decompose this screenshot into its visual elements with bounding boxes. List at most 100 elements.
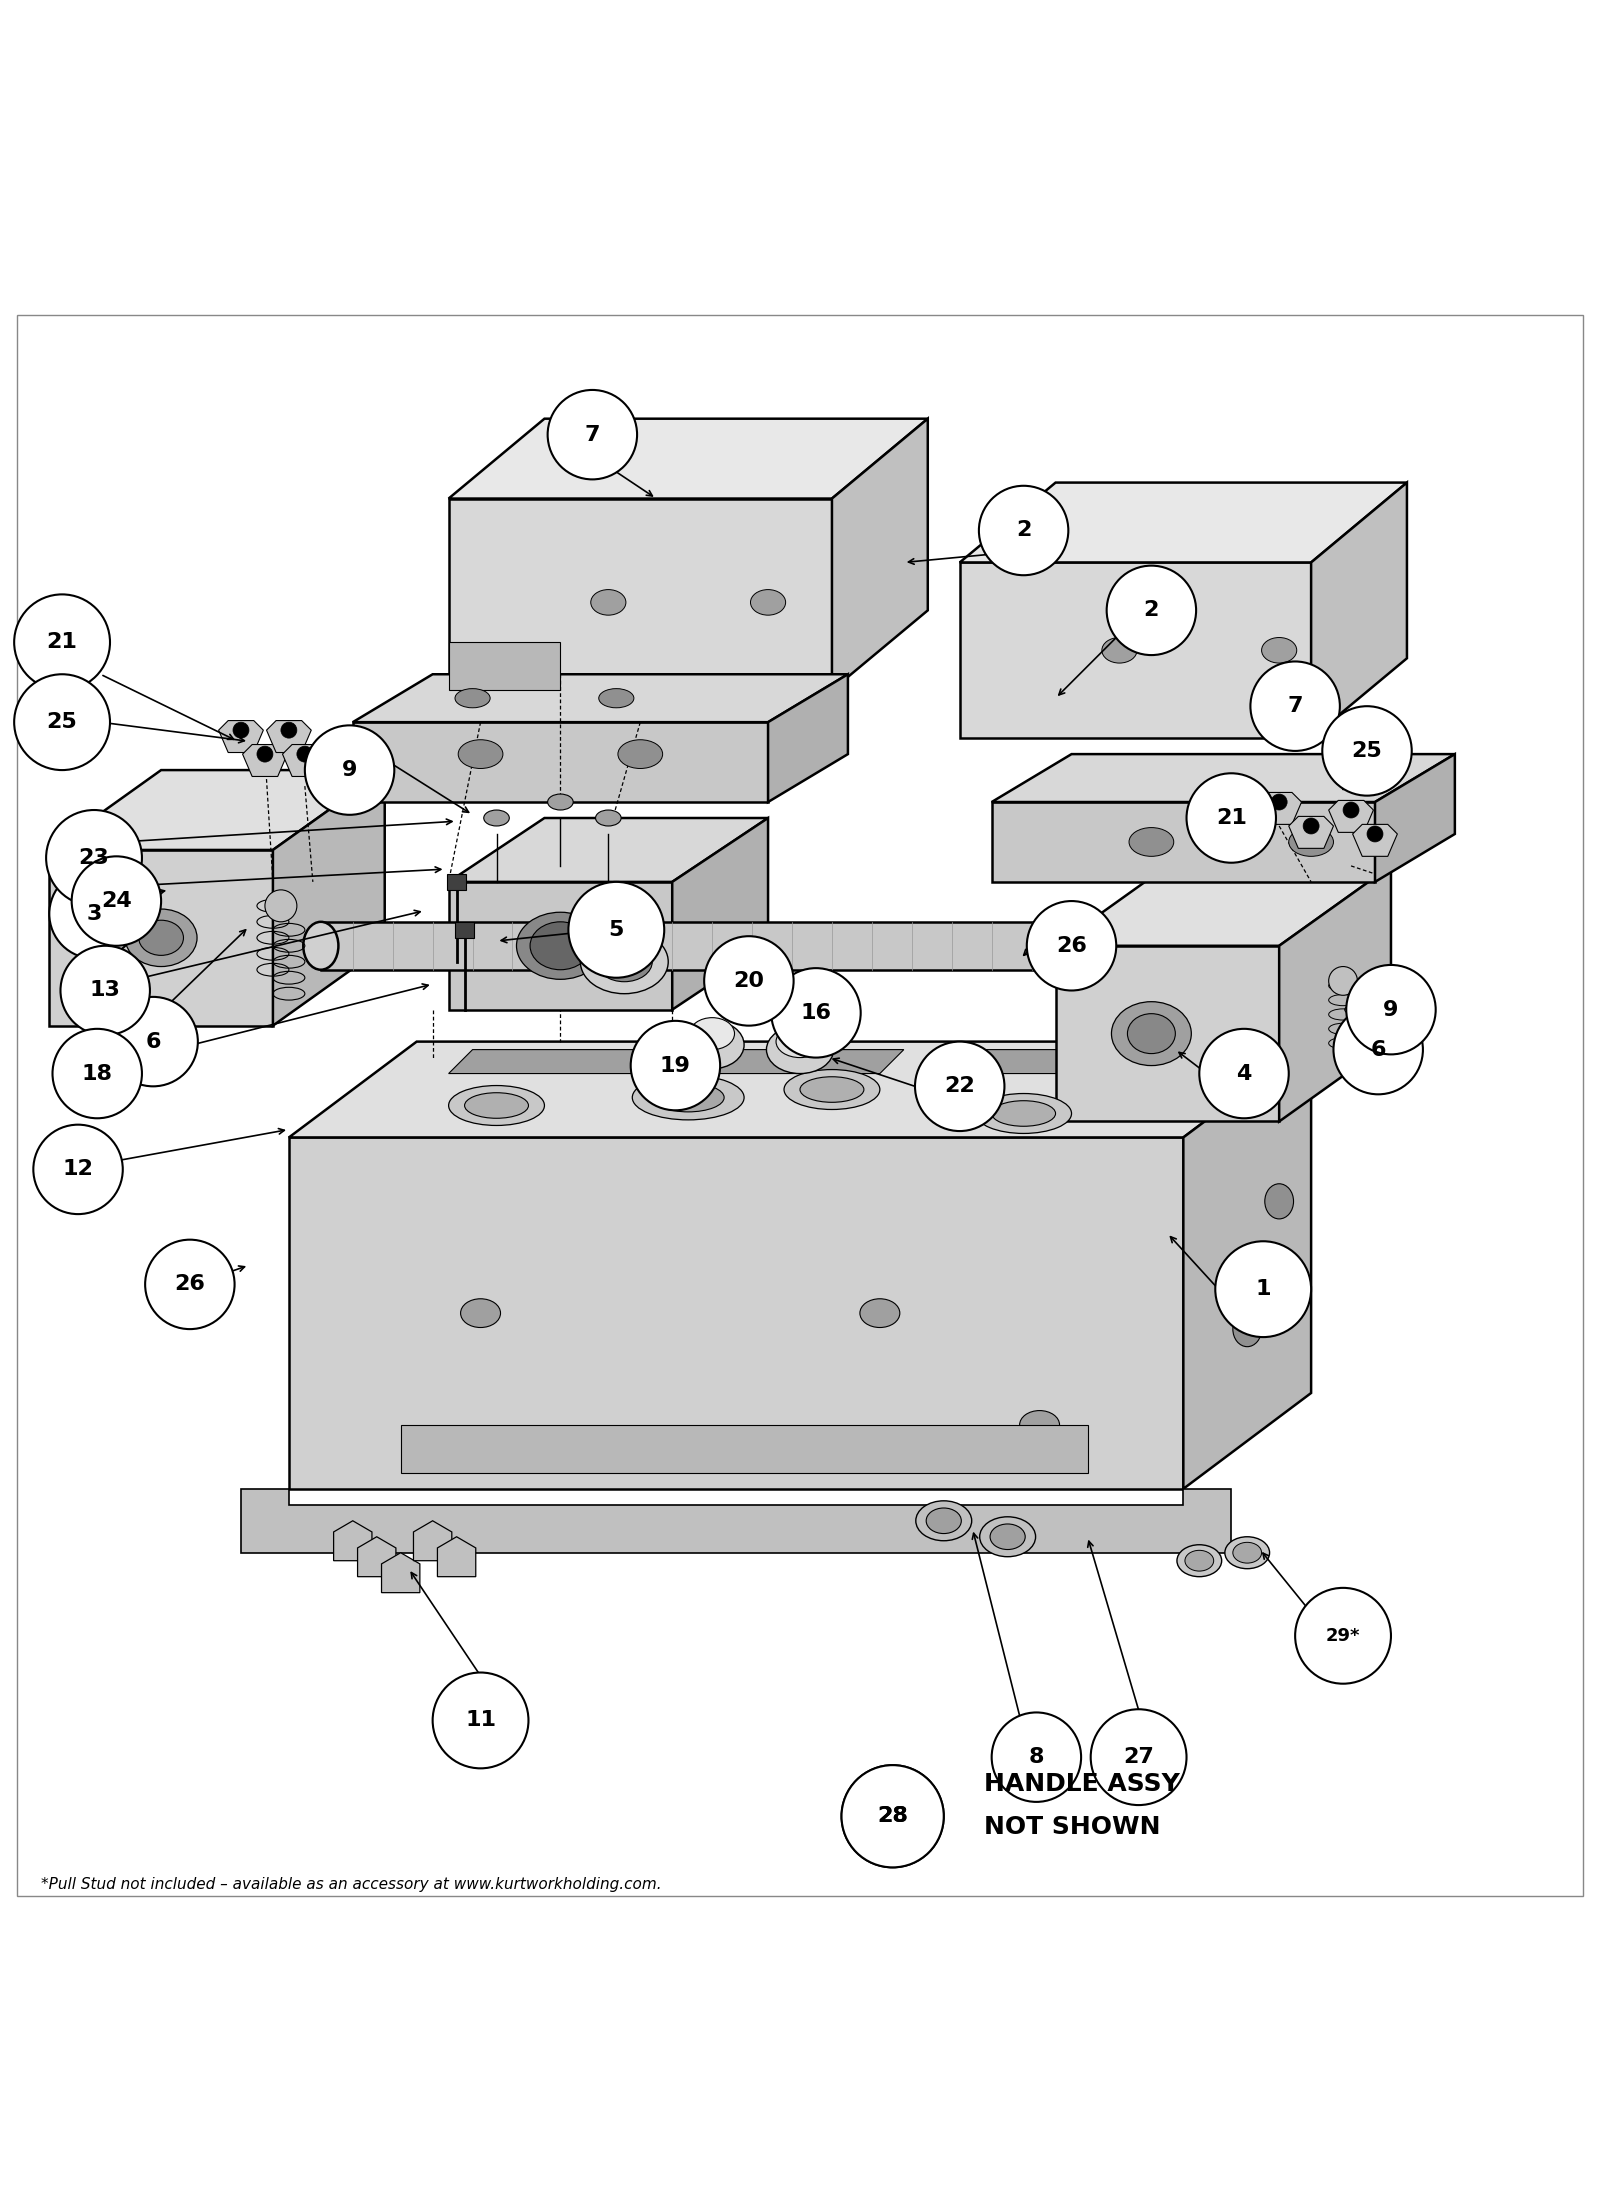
Polygon shape <box>1258 792 1301 825</box>
Text: 13: 13 <box>90 979 120 1002</box>
Circle shape <box>842 1764 944 1868</box>
Ellipse shape <box>1261 637 1296 663</box>
Text: 2: 2 <box>1016 520 1032 539</box>
Circle shape <box>1328 966 1357 995</box>
Ellipse shape <box>1178 1545 1222 1576</box>
Text: 26: 26 <box>1056 935 1086 955</box>
Circle shape <box>1294 1587 1390 1685</box>
Circle shape <box>630 1021 720 1110</box>
Ellipse shape <box>618 741 662 769</box>
Ellipse shape <box>461 1298 501 1327</box>
Polygon shape <box>290 1041 1310 1136</box>
Polygon shape <box>448 818 768 882</box>
Circle shape <box>432 1672 528 1769</box>
Circle shape <box>258 745 274 763</box>
Text: 3: 3 <box>86 904 102 924</box>
Polygon shape <box>334 1521 371 1561</box>
Circle shape <box>146 1240 235 1329</box>
Ellipse shape <box>800 1077 864 1103</box>
Text: 22: 22 <box>944 1077 974 1097</box>
Text: 6: 6 <box>1371 1039 1386 1059</box>
Circle shape <box>298 745 314 763</box>
Circle shape <box>771 968 861 1057</box>
Circle shape <box>1187 774 1275 862</box>
Polygon shape <box>1328 800 1373 831</box>
Polygon shape <box>381 1552 419 1592</box>
Text: 2: 2 <box>1144 601 1158 621</box>
Ellipse shape <box>1288 827 1333 856</box>
Circle shape <box>14 674 110 769</box>
Text: 19: 19 <box>659 1055 691 1075</box>
Ellipse shape <box>598 688 634 708</box>
Circle shape <box>1366 827 1382 842</box>
Text: 21: 21 <box>46 632 77 652</box>
Ellipse shape <box>1234 1543 1261 1563</box>
Ellipse shape <box>976 1094 1072 1134</box>
Polygon shape <box>352 674 848 723</box>
Text: 18: 18 <box>82 1063 112 1083</box>
Ellipse shape <box>1130 827 1174 856</box>
Ellipse shape <box>1264 1247 1293 1282</box>
Text: 12: 12 <box>62 1159 93 1178</box>
Polygon shape <box>352 723 768 803</box>
Polygon shape <box>1278 867 1390 1121</box>
Ellipse shape <box>1112 1002 1192 1066</box>
Polygon shape <box>768 674 848 803</box>
Text: 29*: 29* <box>1326 1627 1360 1645</box>
Ellipse shape <box>915 1501 971 1541</box>
Ellipse shape <box>1264 1183 1293 1218</box>
Circle shape <box>1107 566 1197 654</box>
Polygon shape <box>832 418 928 690</box>
Ellipse shape <box>784 1070 880 1110</box>
Text: 7: 7 <box>1288 696 1302 716</box>
Circle shape <box>1322 705 1411 796</box>
Ellipse shape <box>690 1017 734 1050</box>
Ellipse shape <box>632 1075 744 1121</box>
Polygon shape <box>437 1537 475 1576</box>
Ellipse shape <box>766 1026 834 1075</box>
Polygon shape <box>413 1521 451 1561</box>
Circle shape <box>306 725 394 816</box>
Circle shape <box>61 946 150 1035</box>
Polygon shape <box>283 745 328 776</box>
Polygon shape <box>688 1050 904 1075</box>
Circle shape <box>53 1028 142 1119</box>
Ellipse shape <box>1226 1537 1269 1568</box>
Ellipse shape <box>547 794 573 809</box>
Ellipse shape <box>926 1508 962 1534</box>
Ellipse shape <box>483 809 509 827</box>
Circle shape <box>1346 964 1435 1055</box>
Circle shape <box>1200 1028 1288 1119</box>
Polygon shape <box>960 482 1406 562</box>
Ellipse shape <box>680 1021 744 1068</box>
Ellipse shape <box>990 1523 1026 1550</box>
Circle shape <box>46 809 142 907</box>
Circle shape <box>1270 794 1286 809</box>
Circle shape <box>14 595 110 690</box>
Text: 8: 8 <box>1029 1747 1045 1767</box>
Text: NOT SHOWN: NOT SHOWN <box>984 1815 1160 1840</box>
Polygon shape <box>928 1050 1144 1075</box>
Text: 1: 1 <box>1256 1280 1270 1300</box>
Polygon shape <box>448 1050 664 1075</box>
Circle shape <box>704 935 794 1026</box>
Polygon shape <box>1184 1041 1310 1488</box>
Circle shape <box>547 389 637 480</box>
Text: 11: 11 <box>466 1711 496 1731</box>
Circle shape <box>34 1125 123 1214</box>
Ellipse shape <box>448 1086 544 1125</box>
Ellipse shape <box>750 590 786 615</box>
Polygon shape <box>400 1424 1088 1473</box>
Ellipse shape <box>653 1083 725 1112</box>
Circle shape <box>72 856 162 946</box>
Ellipse shape <box>979 1517 1035 1557</box>
Text: 26: 26 <box>174 1274 205 1293</box>
Circle shape <box>282 723 298 738</box>
Ellipse shape <box>458 741 502 769</box>
Polygon shape <box>1352 825 1397 856</box>
Polygon shape <box>1374 754 1454 882</box>
Circle shape <box>1333 1004 1422 1094</box>
Ellipse shape <box>1102 637 1138 663</box>
Polygon shape <box>290 1136 1184 1488</box>
Text: HANDLE ASSY: HANDLE ASSY <box>984 1773 1179 1795</box>
